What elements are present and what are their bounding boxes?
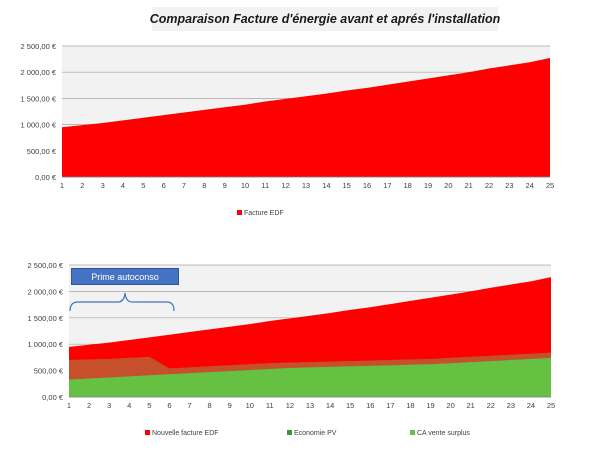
x-tick-label: 12 xyxy=(286,401,294,410)
legend-swatch xyxy=(145,430,150,435)
y-tick-label: 2 500,00 € xyxy=(28,261,64,270)
x-tick-label: 19 xyxy=(426,401,434,410)
area-economie-pv-band xyxy=(69,352,551,380)
x-tick-label: 15 xyxy=(342,181,350,190)
x-tick-label: 22 xyxy=(487,401,495,410)
y-tick-label: 1 500,00 € xyxy=(28,314,64,323)
x-tick-label: 8 xyxy=(207,401,211,410)
area-facture-edf xyxy=(62,58,550,177)
x-tick-label: 19 xyxy=(424,181,432,190)
prime-brace xyxy=(69,292,175,312)
legend-swatch xyxy=(410,430,415,435)
x-tick-label: 9 xyxy=(223,181,227,190)
legend-label: Facture EDF xyxy=(244,210,284,217)
x-tick-label: 23 xyxy=(507,401,515,410)
chart-1: 0,00 € 500,00 € 1 000,00 € 1 500,00 € 2 000,… xyxy=(21,42,555,217)
x-tick-label: 12 xyxy=(281,181,289,190)
y-tick-label: 1 000,00 € xyxy=(21,121,57,130)
y-tick-label: 1 000,00 € xyxy=(28,340,64,349)
area-ca-vente-surplus xyxy=(69,357,551,397)
x-tick-label: 16 xyxy=(366,401,374,410)
x-tick-label: 4 xyxy=(127,401,131,410)
x-tick-label: 3 xyxy=(101,181,105,190)
x-tick-label: 17 xyxy=(383,181,391,190)
legend-label: CA vente surplus xyxy=(417,430,470,437)
x-tick-label: 11 xyxy=(261,181,269,190)
y-tick-label: 2 500,00 € xyxy=(21,42,57,51)
x-tick-label: 17 xyxy=(386,401,394,410)
x-tick-label: 13 xyxy=(306,401,314,410)
x-tick-label: 21 xyxy=(466,401,474,410)
prime-autoconso-label: Prime autoconso xyxy=(71,268,179,285)
y-tick-label: 0,00 € xyxy=(42,393,64,402)
x-tick-label: 18 xyxy=(403,181,411,190)
chart-title: Comparaison Facture d'énergie avant et a… xyxy=(150,7,500,31)
x-tick-label: 15 xyxy=(346,401,354,410)
x-tick-label: 9 xyxy=(228,401,232,410)
x-tick-label: 14 xyxy=(326,401,334,410)
x-tick-label: 5 xyxy=(147,401,151,410)
x-tick-label: 20 xyxy=(444,181,452,190)
y-tick-label: 500,00 € xyxy=(27,147,57,156)
x-tick-label: 13 xyxy=(302,181,310,190)
x-tick-label: 16 xyxy=(363,181,371,190)
x-tick-label: 20 xyxy=(446,401,454,410)
x-tick-label: 3 xyxy=(107,401,111,410)
x-tick-label: 14 xyxy=(322,181,330,190)
x-tick-label: 25 xyxy=(547,401,555,410)
x-tick-label: 10 xyxy=(241,181,249,190)
x-tick-label: 7 xyxy=(187,401,191,410)
y-tick-label: 2 000,00 € xyxy=(28,287,64,296)
chart-2: 0,00 € 500,00 € 1 000,00 € 1 500,00 € 2 000,… xyxy=(28,261,556,437)
x-tick-label: 11 xyxy=(266,401,274,410)
x-tick-label: 2 xyxy=(87,401,91,410)
y-tick-label: 1 500,00 € xyxy=(21,94,57,103)
x-tick-label: 18 xyxy=(406,401,414,410)
x-tick-label: 6 xyxy=(162,181,166,190)
y-tick-label: 0,00 € xyxy=(35,173,57,182)
x-tick-label: 24 xyxy=(525,181,533,190)
x-tick-label: 23 xyxy=(505,181,513,190)
legend-label: Economie PV xyxy=(294,430,337,437)
y-tick-label: 2 000,00 € xyxy=(21,68,57,77)
x-tick-label: 22 xyxy=(485,181,493,190)
x-tick-label: 2 xyxy=(80,181,84,190)
x-tick-label: 5 xyxy=(141,181,145,190)
x-tick-label: 10 xyxy=(246,401,254,410)
x-tick-label: 4 xyxy=(121,181,125,190)
x-tick-label: 7 xyxy=(182,181,186,190)
x-tick-label: 1 xyxy=(60,181,64,190)
legend-swatch xyxy=(237,210,242,215)
x-tick-label: 25 xyxy=(546,181,554,190)
x-tick-label: 1 xyxy=(67,401,71,410)
x-tick-label: 24 xyxy=(527,401,535,410)
x-tick-label: 21 xyxy=(464,181,472,190)
y-tick-label: 500,00 € xyxy=(34,367,64,376)
x-tick-label: 6 xyxy=(167,401,171,410)
legend-label: Nouvelle facture EDF xyxy=(152,430,219,437)
x-tick-label: 8 xyxy=(202,181,206,190)
legend-swatch xyxy=(287,430,292,435)
